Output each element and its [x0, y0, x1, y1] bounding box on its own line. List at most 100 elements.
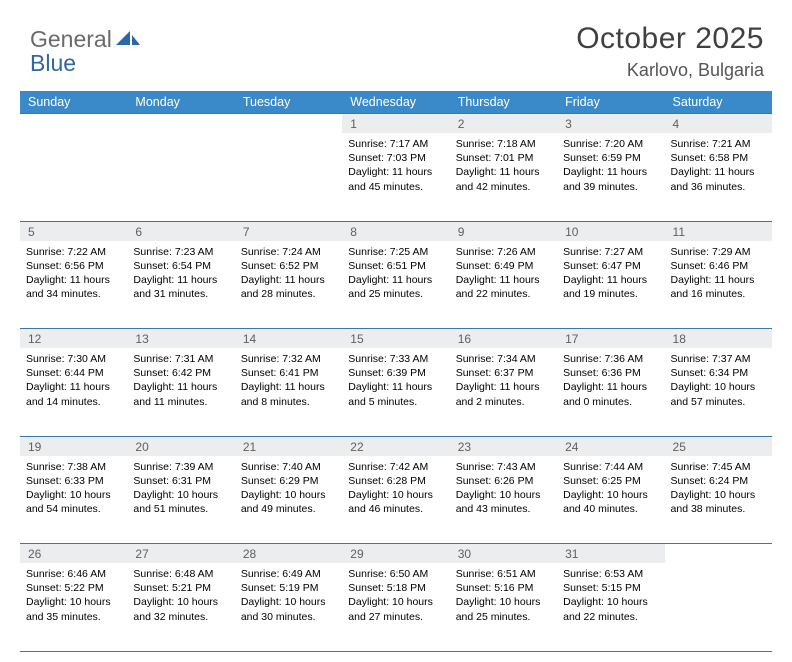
- dow-header: Friday: [557, 91, 664, 114]
- daylight-line1: Daylight: 10 hours: [241, 595, 338, 609]
- sunset-line: Sunset: 6:54 PM: [133, 259, 230, 273]
- daylight-line2: and 49 minutes.: [241, 502, 338, 516]
- daylight-line1: Daylight: 11 hours: [348, 380, 445, 394]
- day-detail: Sunrise: 7:29 AMSunset: 6:46 PMDaylight:…: [671, 245, 768, 302]
- day-number: 6: [127, 221, 234, 241]
- daylight-line1: Daylight: 11 hours: [456, 165, 553, 179]
- day-number: 28: [235, 544, 342, 564]
- page-title: October 2025: [576, 22, 764, 56]
- sunset-line: Sunset: 5:19 PM: [241, 581, 338, 595]
- daynum-row: 262728293031: [20, 544, 772, 564]
- week-row: Sunrise: 6:46 AMSunset: 5:22 PMDaylight:…: [20, 563, 772, 651]
- daylight-line1: Daylight: 10 hours: [26, 595, 123, 609]
- day-detail: Sunrise: 7:37 AMSunset: 6:34 PMDaylight:…: [671, 352, 768, 409]
- dow-header: Sunday: [20, 91, 127, 114]
- daylight-line2: and 19 minutes.: [563, 287, 660, 301]
- day-detail: Sunrise: 6:46 AMSunset: 5:22 PMDaylight:…: [26, 567, 123, 624]
- sunrise-line: Sunrise: 7:18 AM: [456, 137, 553, 151]
- day-number: 12: [20, 329, 127, 349]
- sunrise-line: Sunrise: 7:32 AM: [241, 352, 338, 366]
- day-number: 26: [20, 544, 127, 564]
- daynum-row: 19202122232425: [20, 436, 772, 456]
- sunset-line: Sunset: 6:58 PM: [671, 151, 768, 165]
- day-number: 15: [342, 329, 449, 349]
- sunrise-line: Sunrise: 6:50 AM: [348, 567, 445, 581]
- sunrise-line: Sunrise: 7:40 AM: [241, 460, 338, 474]
- dow-header: Monday: [127, 91, 234, 114]
- day-cell: Sunrise: 6:49 AMSunset: 5:19 PMDaylight:…: [235, 563, 342, 651]
- week-row: Sunrise: 7:17 AMSunset: 7:03 PMDaylight:…: [20, 133, 772, 221]
- day-detail: Sunrise: 6:48 AMSunset: 5:21 PMDaylight:…: [133, 567, 230, 624]
- sunset-line: Sunset: 5:18 PM: [348, 581, 445, 595]
- day-cell: Sunrise: 7:34 AMSunset: 6:37 PMDaylight:…: [450, 348, 557, 436]
- day-cell: Sunrise: 7:44 AMSunset: 6:25 PMDaylight:…: [557, 456, 664, 544]
- sunset-line: Sunset: 6:56 PM: [26, 259, 123, 273]
- day-cell: Sunrise: 7:23 AMSunset: 6:54 PMDaylight:…: [127, 241, 234, 329]
- daylight-line1: Daylight: 11 hours: [563, 380, 660, 394]
- day-number: 3: [557, 114, 664, 134]
- day-number: 18: [665, 329, 772, 349]
- day-cell: Sunrise: 7:17 AMSunset: 7:03 PMDaylight:…: [342, 133, 449, 221]
- day-number: 13: [127, 329, 234, 349]
- day-number: 19: [20, 436, 127, 456]
- sunset-line: Sunset: 6:36 PM: [563, 366, 660, 380]
- day-detail: Sunrise: 6:50 AMSunset: 5:18 PMDaylight:…: [348, 567, 445, 624]
- day-detail: Sunrise: 6:49 AMSunset: 5:19 PMDaylight:…: [241, 567, 338, 624]
- sunrise-line: Sunrise: 7:22 AM: [26, 245, 123, 259]
- daylight-line2: and 5 minutes.: [348, 395, 445, 409]
- sunset-line: Sunset: 6:26 PM: [456, 474, 553, 488]
- sunrise-line: Sunrise: 6:46 AM: [26, 567, 123, 581]
- day-cell: [20, 133, 127, 221]
- day-cell: Sunrise: 7:39 AMSunset: 6:31 PMDaylight:…: [127, 456, 234, 544]
- day-cell: Sunrise: 6:53 AMSunset: 5:15 PMDaylight:…: [557, 563, 664, 651]
- logo: General Blue: [20, 22, 142, 76]
- day-cell: Sunrise: 7:24 AMSunset: 6:52 PMDaylight:…: [235, 241, 342, 329]
- day-detail: Sunrise: 7:30 AMSunset: 6:44 PMDaylight:…: [26, 352, 123, 409]
- sunrise-line: Sunrise: 6:48 AM: [133, 567, 230, 581]
- week-row: Sunrise: 7:30 AMSunset: 6:44 PMDaylight:…: [20, 348, 772, 436]
- daylight-line2: and 51 minutes.: [133, 502, 230, 516]
- day-number: 27: [127, 544, 234, 564]
- daylight-line1: Daylight: 10 hours: [456, 488, 553, 502]
- day-detail: Sunrise: 7:31 AMSunset: 6:42 PMDaylight:…: [133, 352, 230, 409]
- sunrise-line: Sunrise: 7:38 AM: [26, 460, 123, 474]
- day-detail: Sunrise: 7:18 AMSunset: 7:01 PMDaylight:…: [456, 137, 553, 194]
- day-cell: Sunrise: 7:29 AMSunset: 6:46 PMDaylight:…: [665, 241, 772, 329]
- day-number: 9: [450, 221, 557, 241]
- daylight-line1: Daylight: 10 hours: [563, 595, 660, 609]
- day-detail: Sunrise: 7:36 AMSunset: 6:36 PMDaylight:…: [563, 352, 660, 409]
- sunset-line: Sunset: 6:49 PM: [456, 259, 553, 273]
- daylight-line1: Daylight: 10 hours: [348, 488, 445, 502]
- daylight-line2: and 22 minutes.: [456, 287, 553, 301]
- day-detail: Sunrise: 7:23 AMSunset: 6:54 PMDaylight:…: [133, 245, 230, 302]
- day-cell: Sunrise: 7:42 AMSunset: 6:28 PMDaylight:…: [342, 456, 449, 544]
- daylight-line2: and 57 minutes.: [671, 395, 768, 409]
- logo-word1: General: [30, 26, 112, 52]
- sunrise-line: Sunrise: 7:45 AM: [671, 460, 768, 474]
- day-cell: Sunrise: 7:27 AMSunset: 6:47 PMDaylight:…: [557, 241, 664, 329]
- day-cell: Sunrise: 7:26 AMSunset: 6:49 PMDaylight:…: [450, 241, 557, 329]
- day-detail: Sunrise: 7:33 AMSunset: 6:39 PMDaylight:…: [348, 352, 445, 409]
- sunset-line: Sunset: 5:15 PM: [563, 581, 660, 595]
- daylight-line1: Daylight: 11 hours: [241, 273, 338, 287]
- sunrise-line: Sunrise: 7:39 AM: [133, 460, 230, 474]
- daylight-line1: Daylight: 11 hours: [348, 273, 445, 287]
- sunrise-line: Sunrise: 7:21 AM: [671, 137, 768, 151]
- day-number: 24: [557, 436, 664, 456]
- sunset-line: Sunset: 5:21 PM: [133, 581, 230, 595]
- daylight-line2: and 25 minutes.: [348, 287, 445, 301]
- day-cell: Sunrise: 7:22 AMSunset: 6:56 PMDaylight:…: [20, 241, 127, 329]
- day-cell: Sunrise: 7:38 AMSunset: 6:33 PMDaylight:…: [20, 456, 127, 544]
- day-number: [127, 114, 234, 134]
- daylight-line1: Daylight: 11 hours: [133, 380, 230, 394]
- daylight-line2: and 31 minutes.: [133, 287, 230, 301]
- sunset-line: Sunset: 6:47 PM: [563, 259, 660, 273]
- daylight-line2: and 39 minutes.: [563, 180, 660, 194]
- location-label: Karlovo, Bulgaria: [576, 60, 764, 81]
- sunset-line: Sunset: 6:34 PM: [671, 366, 768, 380]
- sunrise-line: Sunrise: 7:33 AM: [348, 352, 445, 366]
- sunrise-line: Sunrise: 7:27 AM: [563, 245, 660, 259]
- daylight-line2: and 54 minutes.: [26, 502, 123, 516]
- daynum-row: 567891011: [20, 221, 772, 241]
- header: General Blue October 2025 Karlovo, Bulga…: [20, 22, 772, 81]
